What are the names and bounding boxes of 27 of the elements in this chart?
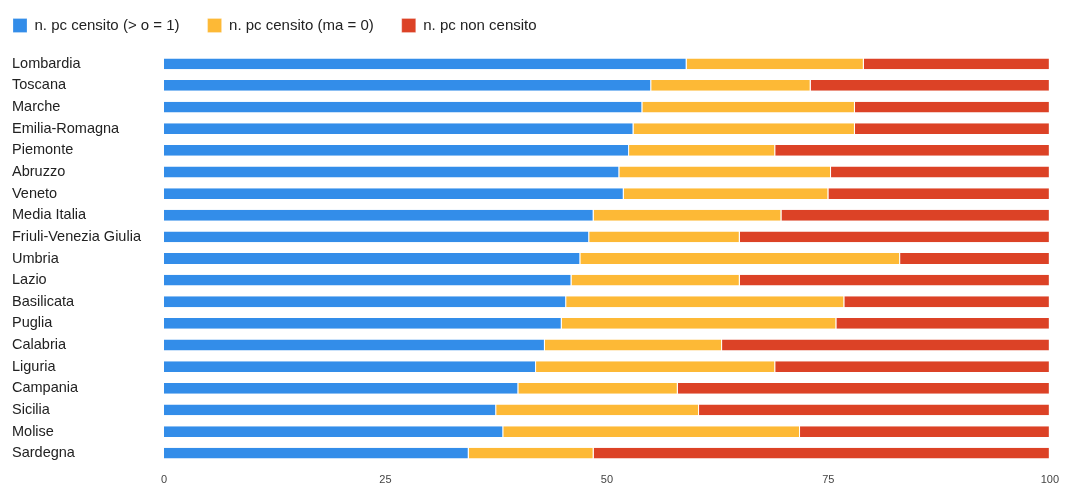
y-tick-label: Lazio — [12, 271, 47, 288]
y-tick-label: Media Italia — [12, 206, 88, 223]
y-tick-label: Abruzzo — [12, 162, 66, 179]
legend-label: n. pc censito (ma = 0) — [229, 15, 374, 33]
y-tick-label: Umbria — [12, 249, 60, 266]
x-tick-label: 25 — [379, 472, 392, 484]
y-tick-label: Piemonte — [12, 141, 74, 158]
y-tick-label: Molise — [12, 422, 54, 439]
x-tick-label: 50 — [600, 472, 614, 484]
y-tick-label: Lombardia — [12, 54, 82, 71]
x-tick-label: 0 — [160, 472, 168, 484]
y-tick-label: Toscana — [12, 76, 67, 93]
y-tick-label: Campania — [12, 379, 80, 396]
legend-label: n. pc censito (> o = 1) — [34, 15, 180, 33]
y-tick-label: Sardegna — [12, 444, 76, 461]
y-tick-label: Calabria — [12, 336, 67, 353]
x-tick-label: 75 — [822, 472, 835, 484]
y-tick-label: Marche — [12, 98, 61, 115]
y-tick-label: Sicilia — [12, 400, 51, 417]
y-tick-label: Veneto — [12, 184, 58, 201]
y-tick-label: Basilicata — [12, 292, 75, 309]
y-tick-label: Puglia — [12, 314, 54, 331]
y-tick-label: Emilia-Romagna — [12, 119, 121, 136]
y-tick-label: Friuli-Venezia Giulia — [12, 227, 142, 244]
legend-label: n. pc non censito — [423, 15, 537, 33]
y-tick-label: Liguria — [12, 357, 57, 374]
x-tick-label: 100 — [1040, 472, 1059, 484]
